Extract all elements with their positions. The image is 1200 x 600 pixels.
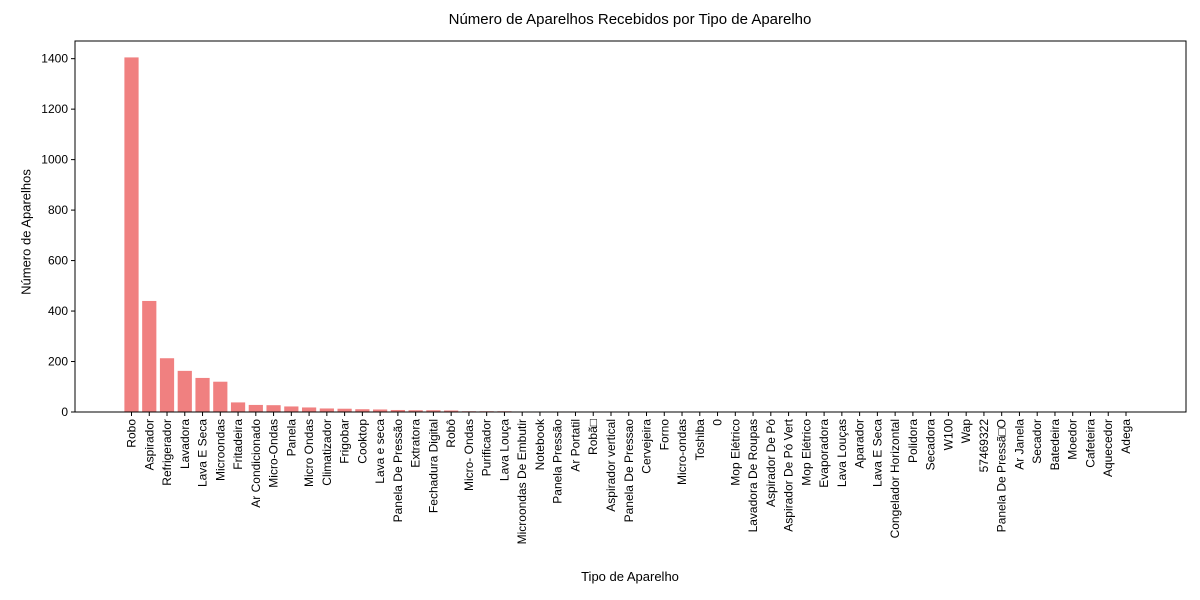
x-tick-label: Secadora xyxy=(924,419,938,471)
bar xyxy=(124,57,139,413)
x-tick-label: Lava E Seca xyxy=(870,419,884,487)
x-tick-label: Panela De Pressao xyxy=(622,419,636,523)
bar xyxy=(248,404,263,412)
x-tick-label: Cafeteira xyxy=(1083,419,1097,468)
x-tick-label: Adega xyxy=(1119,419,1133,454)
x-tick-label: W100 xyxy=(941,419,955,451)
x-tick-label: Aspirador De Pó xyxy=(764,419,778,507)
x-tick-label: Wap xyxy=(959,419,973,444)
x-tick-label: Mop Elétrico xyxy=(728,419,742,486)
y-tick-label: 600 xyxy=(48,254,68,268)
x-tick-label: Ar Condicionado xyxy=(249,419,263,508)
x-tick-label: Notebook xyxy=(533,418,547,470)
bar xyxy=(195,377,210,412)
x-tick-label: Micro- Ondas xyxy=(462,419,476,491)
bar xyxy=(319,408,334,412)
x-tick-label: 57469322 xyxy=(977,419,991,473)
x-tick-label: Panela De Pressão xyxy=(391,419,405,523)
x-tick-label: Lavadora De Roupas xyxy=(746,419,760,532)
x-tick-label: Ar Portatil xyxy=(568,419,582,472)
x-tick-label: Panela xyxy=(284,419,298,457)
bars-group xyxy=(124,57,1134,413)
x-tick-label: Fritadeira xyxy=(231,419,245,470)
x-tick-label: Lava E Seca xyxy=(196,419,210,487)
x-tick-label: Aquecedor xyxy=(1101,419,1115,477)
bar xyxy=(426,410,441,412)
bar xyxy=(213,381,228,412)
x-tick-label: Aspirador xyxy=(142,419,156,470)
bar xyxy=(337,408,352,412)
plot-frame xyxy=(74,40,1187,413)
x-tick-label: Refrigerador xyxy=(160,419,174,486)
x-tick-label: Moedor xyxy=(1066,419,1080,460)
x-tick-label: Microondas De Embutir xyxy=(515,419,529,544)
x-tick-label: Microondas xyxy=(213,419,227,481)
x-tick-label: Micro-ondas xyxy=(675,419,689,485)
bar xyxy=(284,406,299,412)
x-tick-label: Robã□ xyxy=(586,419,600,455)
x-tick-label: Extratora xyxy=(409,419,423,468)
bar xyxy=(390,409,405,412)
bar xyxy=(177,370,192,412)
x-tick-label: Lava Louça xyxy=(497,419,511,481)
y-axis: 0 200 400 600 800 1000 1200 1400 xyxy=(41,52,75,419)
x-tick-label: Ar Janela xyxy=(1012,419,1026,470)
y-tick-label: 1000 xyxy=(41,153,68,167)
bar xyxy=(230,402,246,412)
x-tick-label: Robo xyxy=(125,419,139,448)
bar xyxy=(159,358,175,412)
x-tick-label: Robô xyxy=(444,419,458,448)
x-axis: Robo Aspirador Refrigerador Lavadora Lava E … xyxy=(125,412,1133,544)
x-tick-label: Evaporadora xyxy=(817,419,831,488)
y-tick-label: 200 xyxy=(48,355,68,369)
x-tick-label: Lava Louças xyxy=(835,419,849,487)
x-tick-label: Toshiba xyxy=(693,419,707,461)
x-axis-label: Tipo de Aparelho xyxy=(581,569,679,584)
x-tick-label: Cervejeira xyxy=(640,419,654,474)
x-tick-label: 0 xyxy=(711,419,725,426)
x-tick-label: Climatizador xyxy=(320,419,334,486)
chart-title: Número de Aparelhos Recebidos por Tipo d… xyxy=(448,11,812,28)
x-tick-label: Lavadora xyxy=(178,419,192,469)
y-tick-label: 1200 xyxy=(41,102,68,116)
x-tick-label: Aspirador vertical xyxy=(604,419,618,512)
x-tick-label: Micro Ondas xyxy=(302,419,316,487)
y-axis-label: Número de Aparelhos xyxy=(18,169,34,295)
x-tick-label: Panela Pressão xyxy=(551,419,565,504)
y-tick-label: 800 xyxy=(48,203,68,217)
x-tick-label: Lava e seca xyxy=(373,419,387,484)
bar xyxy=(355,409,370,412)
x-tick-label: Aspirador De Pó Vert xyxy=(782,418,796,531)
x-tick-label: Panela De Pressã□O xyxy=(995,419,1009,532)
x-tick-label: Purificador xyxy=(480,419,494,476)
bar xyxy=(373,409,388,412)
x-tick-label: Mop Elétrico xyxy=(799,419,813,486)
x-tick-label: Cooktop xyxy=(355,419,369,464)
x-tick-label: Congelador Horizontal xyxy=(888,419,902,538)
x-tick-label: Fechadura Digital xyxy=(426,419,440,513)
y-tick-label: 0 xyxy=(61,405,68,419)
y-tick-label: 400 xyxy=(48,304,68,318)
bar xyxy=(142,300,157,412)
bar xyxy=(266,405,281,412)
x-tick-label: Aparador xyxy=(853,419,867,468)
x-tick-label: Micro-Ondas xyxy=(267,419,281,488)
x-tick-label: Secador xyxy=(1030,419,1044,464)
x-tick-label: Batedeira xyxy=(1048,419,1062,471)
bar xyxy=(301,407,317,412)
bar xyxy=(408,410,423,412)
x-tick-label: Forno xyxy=(657,419,671,451)
x-tick-label: Polidora xyxy=(906,419,920,463)
bar xyxy=(444,410,459,412)
x-tick-label: Frigobar xyxy=(338,419,352,464)
y-tick-label: 1400 xyxy=(41,52,68,66)
